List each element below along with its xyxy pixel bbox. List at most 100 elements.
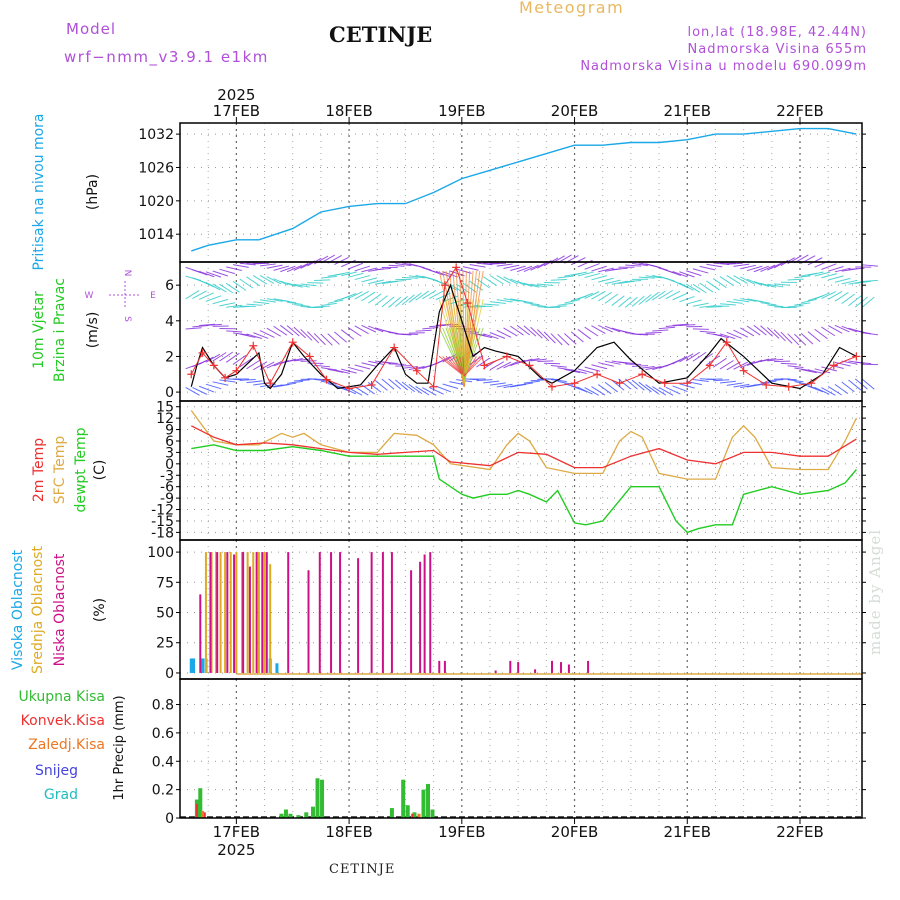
wind-direction-arrow [368,325,384,333]
wind-direction-arrow [530,304,547,307]
wind-gust-marker [232,366,241,375]
panel-frame [179,400,863,541]
wind-direction-arrow [841,325,857,333]
wind-direction-arrow [408,383,423,395]
wind-direction-arrow [476,333,493,339]
wind-direction-arrow [483,333,499,340]
wind-gust-marker [480,361,489,370]
wind-direction-arrow [861,279,878,283]
wind-direction-arrow [807,271,824,276]
legend-entry: Konvek.Kisa [21,713,105,729]
wind-direction-arrow [341,293,357,300]
wind-direction-arrow [463,327,484,380]
wind-direction-arrow [496,275,511,284]
wind-gust-marker [429,382,438,391]
low-cloud-bar [307,570,310,673]
wind-direction-arrow [746,265,763,272]
x-tick-label-bottom: 17FEB [213,823,260,841]
wind-direction-arrow [463,356,484,377]
wind-direction-arrow [225,352,240,363]
wind-direction-arrow [557,302,574,306]
low-cloud-bar [226,552,229,673]
wind-direction-arrow [740,327,755,337]
wind-direction-arrow [280,299,297,304]
mid-cloud-bar [269,564,272,673]
y-tick-label: 15 [156,400,174,416]
y-axis-title: 2m Temp [31,438,47,502]
wind-gust-marker [221,373,230,382]
wind-direction-arrow [638,276,655,279]
wind-direction-arrow [753,299,770,304]
legend-entry: Snijeg [35,763,78,779]
wind-direction-arrow [293,304,310,307]
wind-gust-marker [548,382,556,391]
wind-direction-arrow [564,368,581,374]
wind-gust-marker [305,352,314,361]
wind-direction-arrow [692,379,709,383]
wind-direction-arrow [841,293,855,304]
wind-direction-arrow [205,295,222,302]
wind-direction-arrow [354,325,369,335]
mid-cloud-bar [224,552,227,673]
wind-direction-arrow [219,302,236,307]
y-tick-label: 6 [165,434,174,450]
wind-direction-arrow [652,290,666,301]
wind-gust-marker [593,370,602,379]
wind-direction-arrow [692,302,709,307]
wind-direction-arrow [726,262,743,265]
wind-direction-arrow [313,333,326,346]
wind-direction-arrow [706,306,723,308]
wind-direction-arrow [821,326,836,337]
wind-direction-arrow [740,384,757,389]
wind-direction-arrow [672,280,688,288]
wind-direction-arrow [361,362,378,367]
wind-direction-arrow [300,283,317,287]
wind-direction-arrow [327,299,344,304]
wind-direction-arrow [834,361,851,367]
wind-direction-arrow [259,263,276,267]
wind-direction-arrow [347,262,364,270]
wind-direction-arrow [496,361,512,370]
x-tick-label-bottom: 21FEB [664,823,711,841]
panel-frame [179,678,863,819]
wind-direction-arrow [780,362,797,365]
wind-direction-arrow [205,353,221,363]
wind-direction-arrow [435,385,452,393]
wind-direction-arrow [523,358,540,363]
y-tick-label: 1014 [138,227,174,243]
x-tick-label-top: 18FEB [325,102,372,120]
wind-direction-arrow [219,268,235,275]
wind-direction-arrow [645,275,662,279]
wind-direction-arrow [604,381,618,393]
wind-direction-arrow [618,378,632,390]
wind-direction-arrow [679,324,696,326]
wind-direction-arrow [368,279,384,285]
wind-direction-arrow [212,381,229,386]
low-cloud-bar [357,558,360,673]
low-cloud-bar [560,662,563,673]
x-tick-label-bottom: 20FEB [551,823,598,841]
mid-cloud-bar [235,552,238,673]
x-tick-label-bottom: 22FEB [776,823,823,841]
wind-direction-arrow [679,295,695,303]
total-precip-bar [426,783,430,818]
wind-direction-arrow [449,270,465,277]
wind-direction-arrow [760,358,777,362]
wind-gust-marker [502,352,511,361]
wind-direction-arrow [753,382,770,386]
conv-precip-bar [195,803,198,818]
wind-direction-arrow [246,303,263,306]
wind-direction-arrow [226,266,242,272]
wind-direction-arrow [672,271,688,278]
wind-direction-arrow [564,333,577,345]
wind-direction-arrow [760,282,777,288]
y-tick-label: 1020 [138,194,174,210]
wind-direction-arrow [577,271,594,277]
page-title: CETINJE [329,22,433,47]
wind-direction-arrow [246,276,261,287]
wind-direction-arrow [645,384,659,395]
wind-direction-arrow [618,296,632,308]
wind-gust-marker [412,366,421,375]
total-precip-bar [430,809,435,818]
y-tick-label: 12 [156,411,174,427]
